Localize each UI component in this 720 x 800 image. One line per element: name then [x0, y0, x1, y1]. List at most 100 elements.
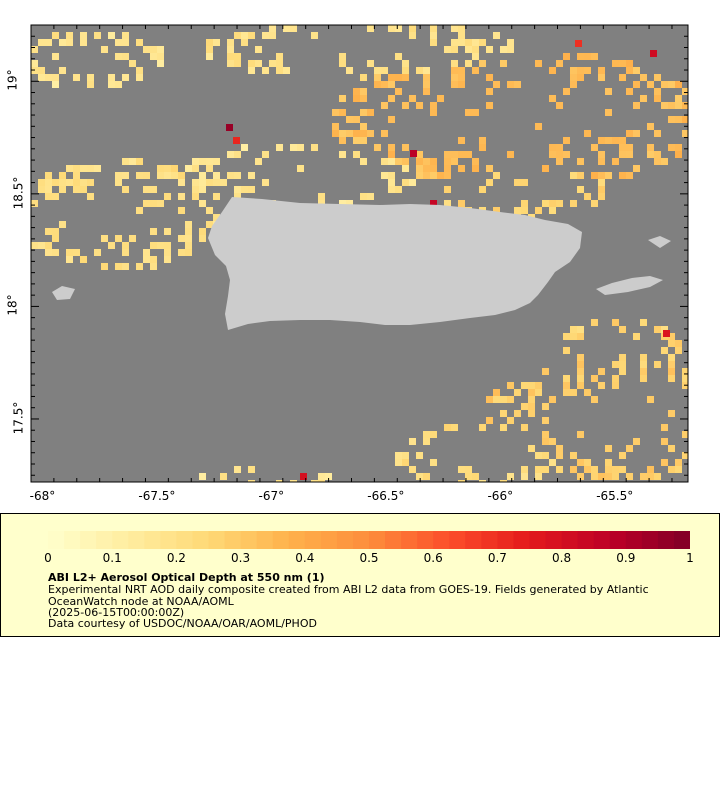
lon-tick-label: -66° [487, 489, 514, 503]
aod-cell [479, 39, 486, 46]
aod-cell [521, 200, 528, 207]
aod-cell [59, 67, 66, 74]
aod-cell [465, 473, 472, 480]
aod-cell [570, 466, 577, 473]
aod-cell [528, 403, 535, 410]
aod-cell [444, 158, 451, 165]
aod-cell [619, 137, 626, 144]
aod-cell [472, 158, 479, 165]
legend-description: Experimental NRT AOD daily composite cre… [48, 583, 649, 608]
aod-cell [136, 67, 143, 74]
aod-cell [416, 158, 423, 165]
aod-cell [430, 39, 437, 46]
aod-cell [423, 74, 430, 81]
aod-cell [423, 431, 430, 438]
aod-cell [353, 130, 360, 137]
aod-cell [388, 172, 395, 179]
aod-cell [444, 172, 451, 179]
aod-cell [129, 158, 136, 165]
aod-cell [374, 67, 381, 74]
aod-cell [395, 186, 402, 193]
aod-cell [423, 172, 430, 179]
aod-cell [486, 417, 493, 424]
aod-cell [458, 480, 465, 482]
aod-cell [101, 263, 108, 270]
aod-cell [430, 459, 437, 466]
aod-cell-high [226, 124, 233, 131]
aod-cell [31, 46, 38, 53]
aod-cell [584, 459, 591, 466]
colorbar-segment [160, 531, 177, 549]
aod-cell [668, 333, 675, 340]
aod-cell [451, 74, 458, 81]
land-layer [52, 197, 671, 330]
aod-cell [248, 466, 255, 473]
aod-cell [374, 74, 381, 81]
lon-tick-label: -67° [258, 489, 285, 503]
aod-cell [192, 165, 199, 172]
aod-cell [605, 445, 612, 452]
aod-cell [87, 74, 94, 81]
aod-cell [122, 74, 129, 81]
aod-cell [59, 179, 66, 186]
aod-cell [157, 53, 164, 60]
colorbar-segment [240, 531, 258, 549]
aod-cell [675, 144, 682, 151]
aod-cell [269, 32, 276, 39]
aod-cell [416, 67, 423, 74]
aod-cell [472, 165, 479, 172]
aod-cell [73, 74, 80, 81]
aod-cell [101, 46, 108, 53]
colorbar-tick-label: 1 [686, 551, 694, 565]
aod-cell [598, 382, 605, 389]
aod-cell [402, 144, 409, 151]
aod-cell [241, 186, 248, 193]
aod-cell [206, 165, 213, 172]
colorbar-segment [609, 531, 627, 549]
aod-cell [472, 39, 479, 46]
aod-cell [381, 130, 388, 137]
aod-cell [318, 480, 325, 482]
aod-cell [339, 200, 346, 207]
colorbar-segment [449, 531, 466, 549]
aod-cell [423, 67, 430, 74]
aod-cell [318, 193, 325, 200]
aod-cell [507, 46, 514, 53]
aod-cell [402, 60, 409, 67]
lon-tick-label: -68° [29, 489, 56, 503]
aod-cell [388, 179, 395, 186]
aod-cell [360, 88, 367, 95]
aod-cell [598, 179, 605, 186]
aod-cell [248, 186, 255, 193]
aod-cell [675, 95, 682, 102]
aod-cell [234, 151, 241, 158]
aod-cell [430, 165, 437, 172]
aod-cell [668, 354, 675, 361]
aod-cell [388, 158, 395, 165]
aod-cell [206, 158, 213, 165]
aod-cell [542, 452, 549, 459]
aod-cell [52, 193, 59, 200]
aod-cell [563, 151, 570, 158]
aod-cell [157, 200, 164, 207]
aod-cell [486, 102, 493, 109]
colorbar [48, 531, 690, 549]
aod-cell [486, 165, 493, 172]
aod-cell [206, 46, 213, 53]
colorbar-tick-label: 0.6 [423, 551, 443, 565]
aod-cell [185, 221, 192, 228]
aod-cell [136, 207, 143, 214]
aod-cell [409, 25, 416, 32]
aod-cell [479, 186, 486, 193]
aod-cell [668, 445, 675, 452]
colorbar-segment [48, 531, 65, 549]
aod-cell [332, 109, 339, 116]
aod-cell [115, 235, 122, 242]
aod-cell [395, 158, 402, 165]
aod-cell [416, 172, 423, 179]
aod-cell [136, 39, 143, 46]
map-svg[interactable] [0, 0, 720, 512]
aod-cell [178, 249, 185, 256]
aod-cell [94, 249, 101, 256]
aod-cell [339, 60, 346, 67]
